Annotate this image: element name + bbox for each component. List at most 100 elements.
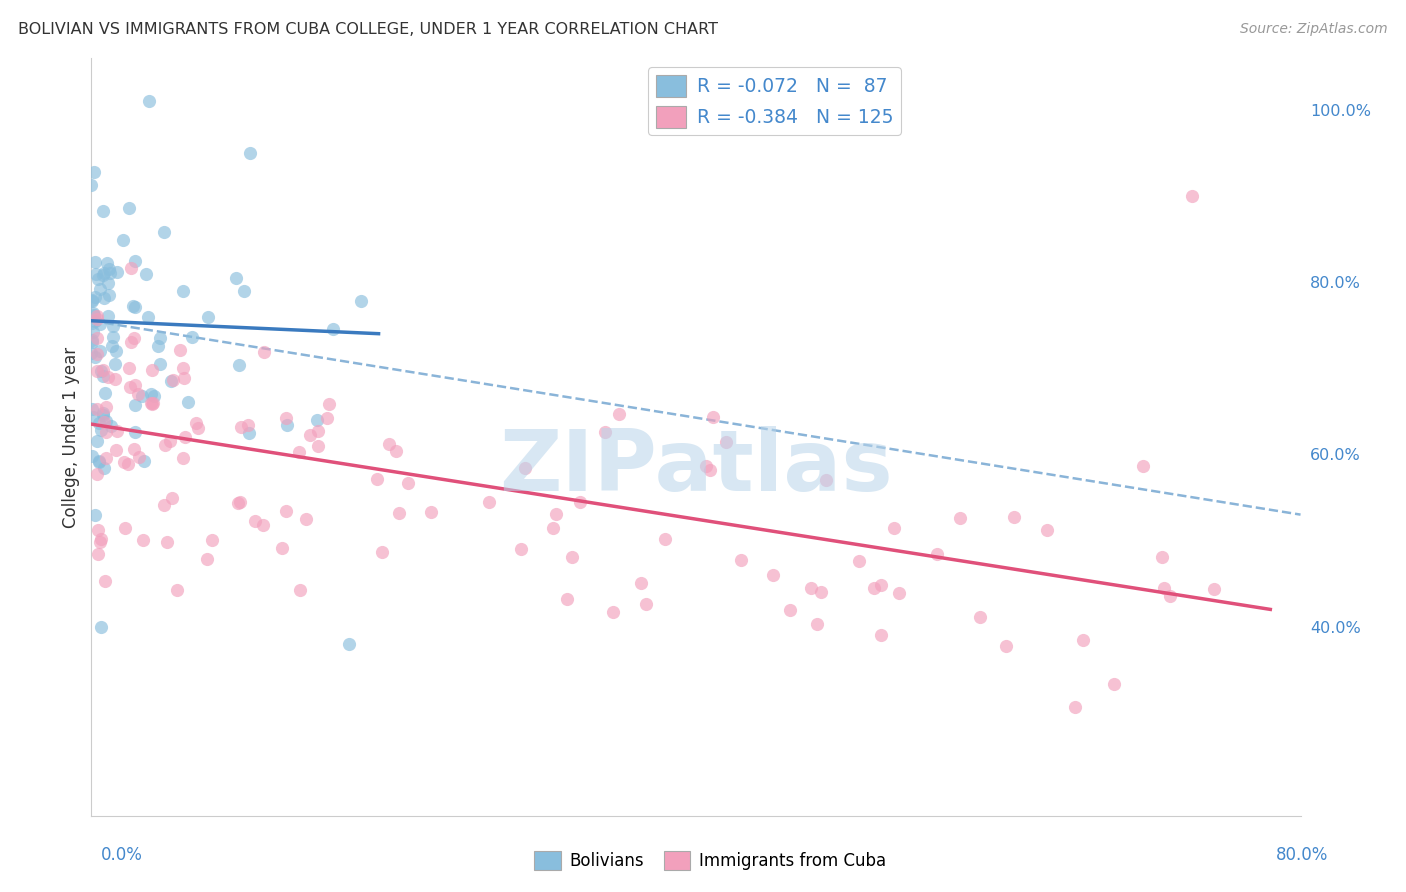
Point — [96, 256, 118, 270]
Point — [93, 461, 115, 475]
Point — [101, 319, 124, 334]
Point — [124, 254, 146, 268]
Point — [82, 306, 104, 320]
Point — [593, 425, 616, 440]
Point — [149, 357, 172, 371]
Point — [201, 533, 224, 547]
Point — [122, 331, 145, 345]
Point — [177, 395, 200, 409]
Point — [800, 581, 823, 595]
Point — [105, 424, 128, 438]
Point — [231, 420, 253, 434]
Point — [134, 453, 156, 467]
Point — [232, 284, 254, 298]
Point — [654, 532, 676, 546]
Point — [602, 605, 624, 619]
Point — [86, 402, 108, 417]
Point — [925, 548, 948, 562]
Point — [1064, 700, 1087, 714]
Point — [288, 582, 311, 597]
Point — [98, 262, 121, 277]
Point — [118, 360, 141, 375]
Point — [83, 291, 105, 305]
Text: 80.0%: 80.0% — [1277, 846, 1329, 863]
Point — [83, 314, 105, 328]
Point — [630, 575, 652, 590]
Point — [89, 343, 111, 358]
Point — [89, 282, 111, 296]
Y-axis label: College, Under 1 year: College, Under 1 year — [62, 346, 80, 528]
Point — [226, 496, 249, 510]
Point — [90, 423, 112, 437]
Point — [97, 369, 120, 384]
Point — [84, 508, 107, 522]
Point — [93, 415, 115, 429]
Point — [98, 266, 121, 280]
Point — [112, 455, 135, 469]
Point — [86, 467, 108, 481]
Point — [730, 553, 752, 567]
Point — [89, 535, 111, 549]
Point — [1159, 589, 1181, 603]
Point — [546, 507, 568, 521]
Point — [120, 334, 142, 349]
Point — [1036, 523, 1059, 537]
Text: Source: ZipAtlas.com: Source: ZipAtlas.com — [1240, 22, 1388, 37]
Point — [138, 94, 160, 108]
Point — [509, 542, 531, 557]
Point — [883, 521, 905, 535]
Point — [82, 334, 104, 349]
Point — [239, 145, 262, 160]
Point — [1071, 633, 1094, 648]
Point — [105, 265, 128, 279]
Point — [122, 442, 145, 457]
Point — [89, 317, 111, 331]
Point — [117, 457, 139, 471]
Point — [91, 203, 114, 218]
Point — [318, 397, 340, 411]
Point — [153, 498, 176, 512]
Point — [173, 370, 195, 384]
Point — [166, 582, 188, 597]
Point — [104, 357, 127, 371]
Point — [173, 429, 195, 443]
Point — [84, 350, 107, 364]
Point — [86, 331, 108, 345]
Point — [568, 495, 591, 509]
Point — [82, 326, 104, 340]
Point — [609, 408, 631, 422]
Point — [806, 616, 828, 631]
Point — [307, 424, 329, 438]
Point — [80, 293, 103, 308]
Point — [139, 387, 162, 401]
Point — [252, 518, 274, 533]
Point — [862, 581, 884, 595]
Point — [124, 378, 146, 392]
Point — [84, 267, 107, 281]
Point — [91, 408, 114, 422]
Point — [136, 310, 159, 325]
Point — [229, 494, 252, 508]
Point — [80, 178, 103, 192]
Point — [169, 343, 191, 357]
Point — [253, 344, 276, 359]
Point — [225, 271, 247, 285]
Point — [80, 316, 103, 330]
Point — [114, 521, 136, 535]
Point — [245, 514, 267, 528]
Point — [82, 401, 104, 416]
Text: ZIPatlas: ZIPatlas — [499, 425, 893, 509]
Point — [86, 272, 108, 286]
Point — [184, 417, 207, 431]
Point — [96, 400, 118, 414]
Point — [101, 339, 124, 353]
Point — [120, 260, 142, 275]
Point — [80, 333, 103, 347]
Point — [307, 439, 329, 453]
Point — [100, 418, 122, 433]
Point — [419, 506, 441, 520]
Point — [124, 300, 146, 314]
Point — [94, 574, 117, 588]
Point — [82, 410, 104, 425]
Point — [478, 495, 501, 509]
